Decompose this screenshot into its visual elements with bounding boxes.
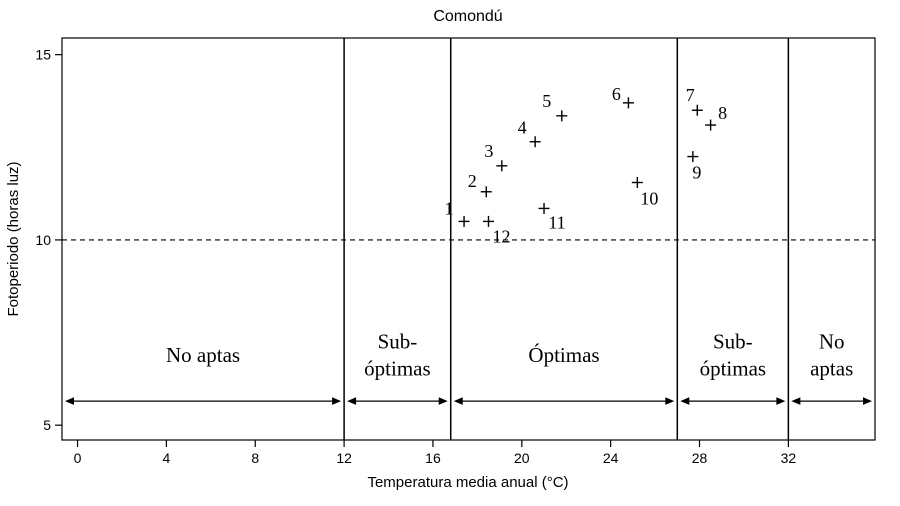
point-label: 4 [518, 118, 527, 138]
point-label: 8 [718, 103, 727, 123]
zone-label: No aptas [166, 343, 240, 367]
arrowhead-left-icon [453, 397, 463, 405]
zone-label: Sub- [713, 329, 753, 353]
arrowhead-left-icon [347, 397, 357, 405]
y-tick-label: 10 [35, 232, 51, 248]
y-axis-label: Fotoperiodo (horas luz) [5, 161, 22, 316]
x-axis-label: Temperatura media anual (°C) [367, 474, 568, 491]
arrowhead-right-icon [438, 397, 448, 405]
chart-title: Comondú [433, 8, 502, 25]
point-label: 3 [484, 141, 493, 161]
y-tick-label: 5 [43, 417, 51, 433]
zone-label: Sub- [378, 329, 418, 353]
point-label: 6 [612, 84, 621, 104]
point-label: 5 [542, 91, 551, 111]
arrowhead-left-icon [680, 397, 690, 405]
point-label: 9 [692, 163, 701, 183]
point-label: 1 [445, 198, 454, 218]
arrowhead-right-icon [776, 397, 786, 405]
arrowhead-right-icon [863, 397, 872, 405]
zone-label: aptas [810, 356, 853, 380]
point-label: 11 [548, 212, 565, 232]
zone-label: No [819, 329, 845, 353]
x-tick-label: 28 [692, 450, 708, 466]
point-label: 12 [492, 226, 510, 246]
x-tick-label: 12 [336, 450, 352, 466]
x-tick-label: 24 [603, 450, 619, 466]
x-tick-label: 20 [514, 450, 530, 466]
zone-label: óptimas [364, 356, 431, 380]
x-tick-label: 8 [251, 450, 259, 466]
x-tick-label: 0 [74, 450, 82, 466]
arrowhead-left-icon [791, 397, 801, 405]
arrowhead-right-icon [332, 397, 342, 405]
point-label: 2 [468, 171, 477, 191]
arrowhead-right-icon [665, 397, 675, 405]
plot-border [61, 37, 876, 441]
arrowhead-left-icon [65, 397, 74, 405]
x-tick-label: 16 [425, 450, 441, 466]
x-tick-label: 32 [781, 450, 797, 466]
point-label: 10 [640, 188, 658, 208]
point-label: 7 [686, 85, 695, 105]
x-tick-label: 4 [163, 450, 171, 466]
zone-label: Óptimas [528, 343, 599, 367]
zone-label: óptimas [700, 356, 767, 380]
y-tick-label: 15 [35, 47, 51, 63]
